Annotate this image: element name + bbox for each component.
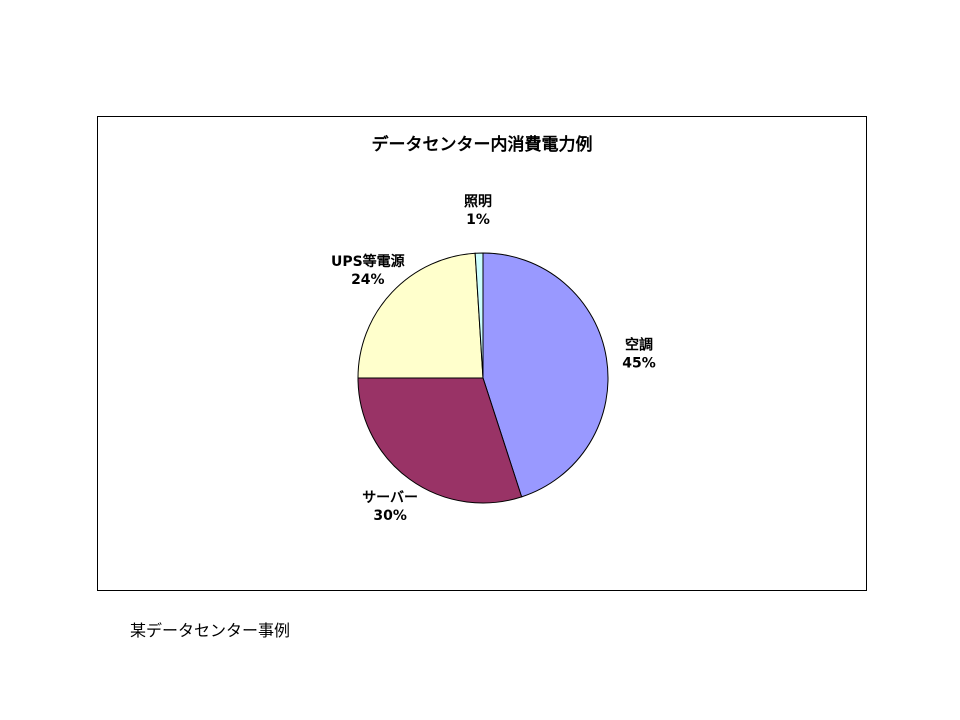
pie-slice-4 [474,252,484,379]
pie-slice-1 [482,252,609,498]
pie-slice-3 [357,252,484,379]
pie-slice-2 [357,377,523,504]
pie-labels: 空調 45% サーバー 30% UPS等電源 24% 照明 1% [331,194,656,524]
slice-label-name-1: 空調 [625,336,653,353]
slice-label-value-1: 45% [622,355,656,371]
figure-caption: 某データセンター事例 [130,621,291,640]
chart-title: データセンター内消費電力例 [371,135,593,155]
slice-label-value-3: 24% [351,272,385,288]
slice-label-name-2: サーバー [362,490,418,506]
pie-slices [357,252,609,504]
slice-label-value-4: 1% [466,212,490,228]
slice-label-name-3: UPS等電源 [331,253,405,270]
slice-label-value-2: 30% [373,508,407,524]
slice-label-name-4: 照明 [464,194,492,210]
chart-frame: データセンター内消費電力例 空調 45% サーバー 30% UPS等電源 24% 照明 1% [97,116,867,591]
pie-chart: 空調 45% サーバー 30% UPS等電源 24% 照明 1% [331,194,656,524]
